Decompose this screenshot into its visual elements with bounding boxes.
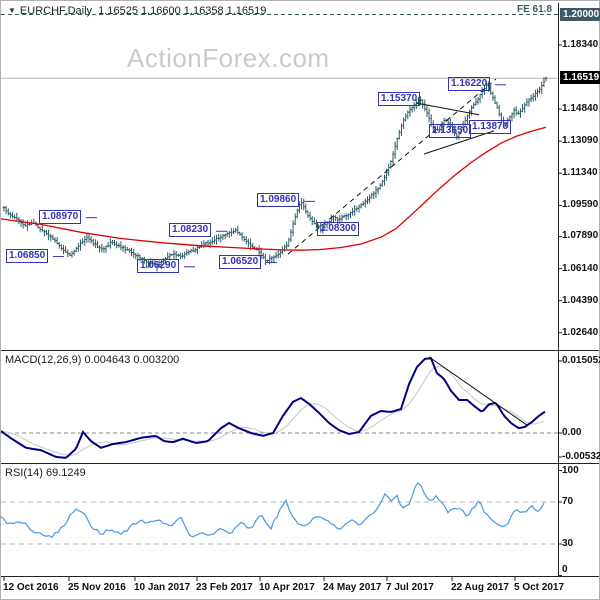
fib-extension-label: FE 61.8 bbox=[517, 4, 553, 15]
price-trendline-1 bbox=[287, 78, 497, 255]
price-axis-label: 1.09590 bbox=[562, 199, 599, 211]
price-axis-label: 1.14840 bbox=[562, 103, 599, 115]
price-axis-label: 1.06140 bbox=[562, 262, 599, 274]
date-axis-label: 24 May 2017 bbox=[323, 582, 382, 593]
price-axis-label: 1.02640 bbox=[562, 326, 599, 338]
rsi-axis-label: 0 bbox=[562, 564, 568, 575]
swing-price-label: 1.09860 bbox=[257, 193, 300, 208]
ohlc-bars-series bbox=[2, 76, 548, 272]
macd-axis-label: 0.015052 bbox=[562, 354, 600, 366]
swing-price-label: 1.06850 bbox=[6, 248, 49, 263]
date-axis-label: 22 Aug 2017 bbox=[451, 582, 509, 593]
swing-price-label: 1.13650 bbox=[429, 123, 472, 138]
swing-price-label: 1.13870 bbox=[469, 119, 512, 134]
price-axis-label: 1.13090 bbox=[562, 135, 599, 147]
date-axis-label: 7 Jul 2017 bbox=[386, 582, 434, 593]
date-axis-label: 23 Feb 2017 bbox=[196, 582, 253, 593]
symbol-period-label: EURCHF,Daily bbox=[19, 5, 93, 17]
moving-average-line bbox=[1, 126, 547, 251]
chart-title: ▼ EURCHF,Daily 1.16525 1.16600 1.16358 1.… bbox=[8, 5, 266, 17]
rsi-axis-label: 100 bbox=[562, 464, 579, 476]
collapse-arrow-icon[interactable]: ▼ bbox=[8, 6, 16, 15]
swing-price-label: 1.08300 bbox=[317, 221, 360, 236]
price-axis-label: 1.04390 bbox=[562, 294, 599, 306]
macd-indicator-label: MACD(12,26,9) 0.004643 0.003200 bbox=[5, 354, 180, 366]
macd-trendline bbox=[428, 356, 529, 427]
swing-price-label: 1.06520 bbox=[219, 254, 262, 269]
price-axis-label: 1.18340 bbox=[562, 38, 599, 50]
current-price-badge: 1.16519 bbox=[560, 71, 600, 85]
rsi-axis-label: 30 bbox=[562, 538, 574, 549]
date-axis-label: 5 Oct 2017 bbox=[514, 582, 565, 593]
price-axis-label: 1.07890 bbox=[562, 230, 599, 242]
price-trendline-3 bbox=[423, 130, 495, 155]
watermark: ActionForex.com bbox=[127, 43, 330, 73]
date-axis-label: 12 Oct 2016 bbox=[3, 582, 59, 593]
rsi-indicator-label: RSI(14) 69.1249 bbox=[5, 467, 86, 479]
ohlc-quote-label: 1.16525 1.16600 1.16358 1.16519 bbox=[98, 5, 267, 17]
fib-price-badge: 1.20000 bbox=[560, 7, 600, 21]
rsi-line bbox=[1, 482, 545, 539]
macd-axis-label: 0.00 bbox=[562, 427, 582, 438]
swing-price-label: 1.16220 bbox=[448, 76, 491, 91]
date-axis-label: 10 Apr 2017 bbox=[259, 582, 315, 593]
swing-price-label: 1.15370 bbox=[378, 92, 421, 107]
date-axis-label: 10 Jan 2017 bbox=[134, 582, 191, 593]
price-axis-label: 1.11340 bbox=[562, 167, 598, 179]
swing-price-label: 1.06290 bbox=[137, 258, 180, 273]
date-axis-label: 25 Nov 2016 bbox=[68, 582, 126, 593]
swing-price-label: 1.08230 bbox=[169, 223, 212, 238]
swing-price-label: 1.08970 bbox=[39, 209, 82, 224]
rsi-axis-label: 70 bbox=[562, 496, 574, 507]
macd-main-line bbox=[1, 357, 546, 459]
price-trendline-2 bbox=[415, 102, 480, 116]
